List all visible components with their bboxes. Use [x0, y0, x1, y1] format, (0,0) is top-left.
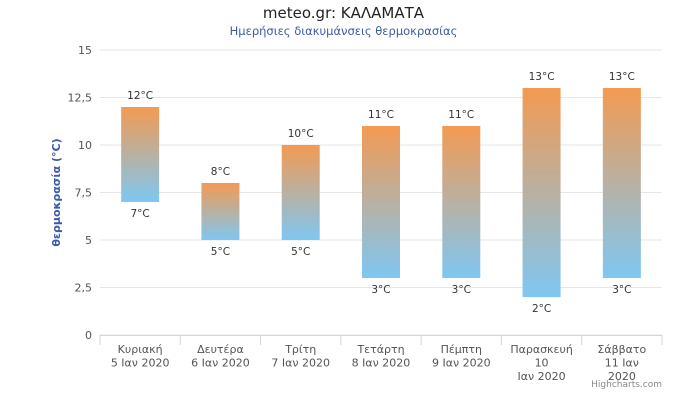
low-data-label: 3°C	[452, 284, 471, 296]
y-axis-label: θερμοκρασία (°C)	[50, 138, 63, 246]
low-data-label: 3°C	[612, 284, 631, 296]
y-tick-label: 7,5	[75, 187, 93, 200]
credits-link[interactable]: Highcharts.com	[591, 380, 662, 390]
y-tick-label: 2,5	[75, 282, 93, 295]
temperature-bar[interactable]	[442, 126, 481, 278]
low-data-label: 5°C	[211, 246, 230, 258]
high-data-label: 11°C	[368, 109, 394, 121]
temperature-bar[interactable]	[121, 107, 160, 202]
x-category-label: Σάββατο 11 Ιαν 2020	[597, 343, 646, 383]
high-data-label: 8°C	[211, 166, 230, 178]
high-data-label: 11°C	[448, 109, 474, 121]
low-data-label: 7°C	[131, 208, 150, 220]
high-data-label: 13°C	[609, 71, 635, 83]
y-tick-label: 5	[85, 234, 92, 247]
low-data-label: 2°C	[532, 303, 551, 315]
chart-title: meteo.gr: ΚΑΛΑΜΑΤΑ	[262, 4, 425, 22]
y-tick-label: 10	[78, 139, 92, 152]
temperature-bar[interactable]	[201, 183, 240, 240]
y-tick-label: 0	[85, 329, 92, 342]
temperature-bar[interactable]	[362, 126, 400, 278]
temperature-bar[interactable]	[522, 88, 561, 297]
x-category-label: Τετάρτη 8 Ιαν 2020	[352, 343, 411, 370]
x-category-label: Πέμπτη 9 Ιαν 2020	[432, 343, 491, 370]
high-data-label: 12°C	[127, 90, 153, 102]
high-data-label: 10°C	[288, 128, 314, 140]
x-category-label: Τρίτη 7 Ιαν 2020	[271, 343, 330, 370]
y-tick-label: 12,5	[68, 92, 93, 105]
y-tick-label: 15	[78, 44, 92, 57]
x-category-label: Παρασκευή 10 Ιαν 2020	[510, 343, 573, 383]
x-category-label: Κυριακή 5 Ιαν 2020	[111, 343, 170, 370]
low-data-label: 3°C	[371, 284, 390, 296]
temperature-bar[interactable]	[281, 145, 320, 240]
x-category-label: Δευτέρα 6 Ιαν 2020	[191, 343, 250, 370]
high-data-label: 13°C	[529, 71, 555, 83]
chart-subtitle: Ημερήσιες διακυμάνσεις θερμοκρασίας	[229, 24, 458, 38]
temperature-bar[interactable]	[602, 88, 641, 278]
low-data-label: 5°C	[291, 246, 310, 258]
